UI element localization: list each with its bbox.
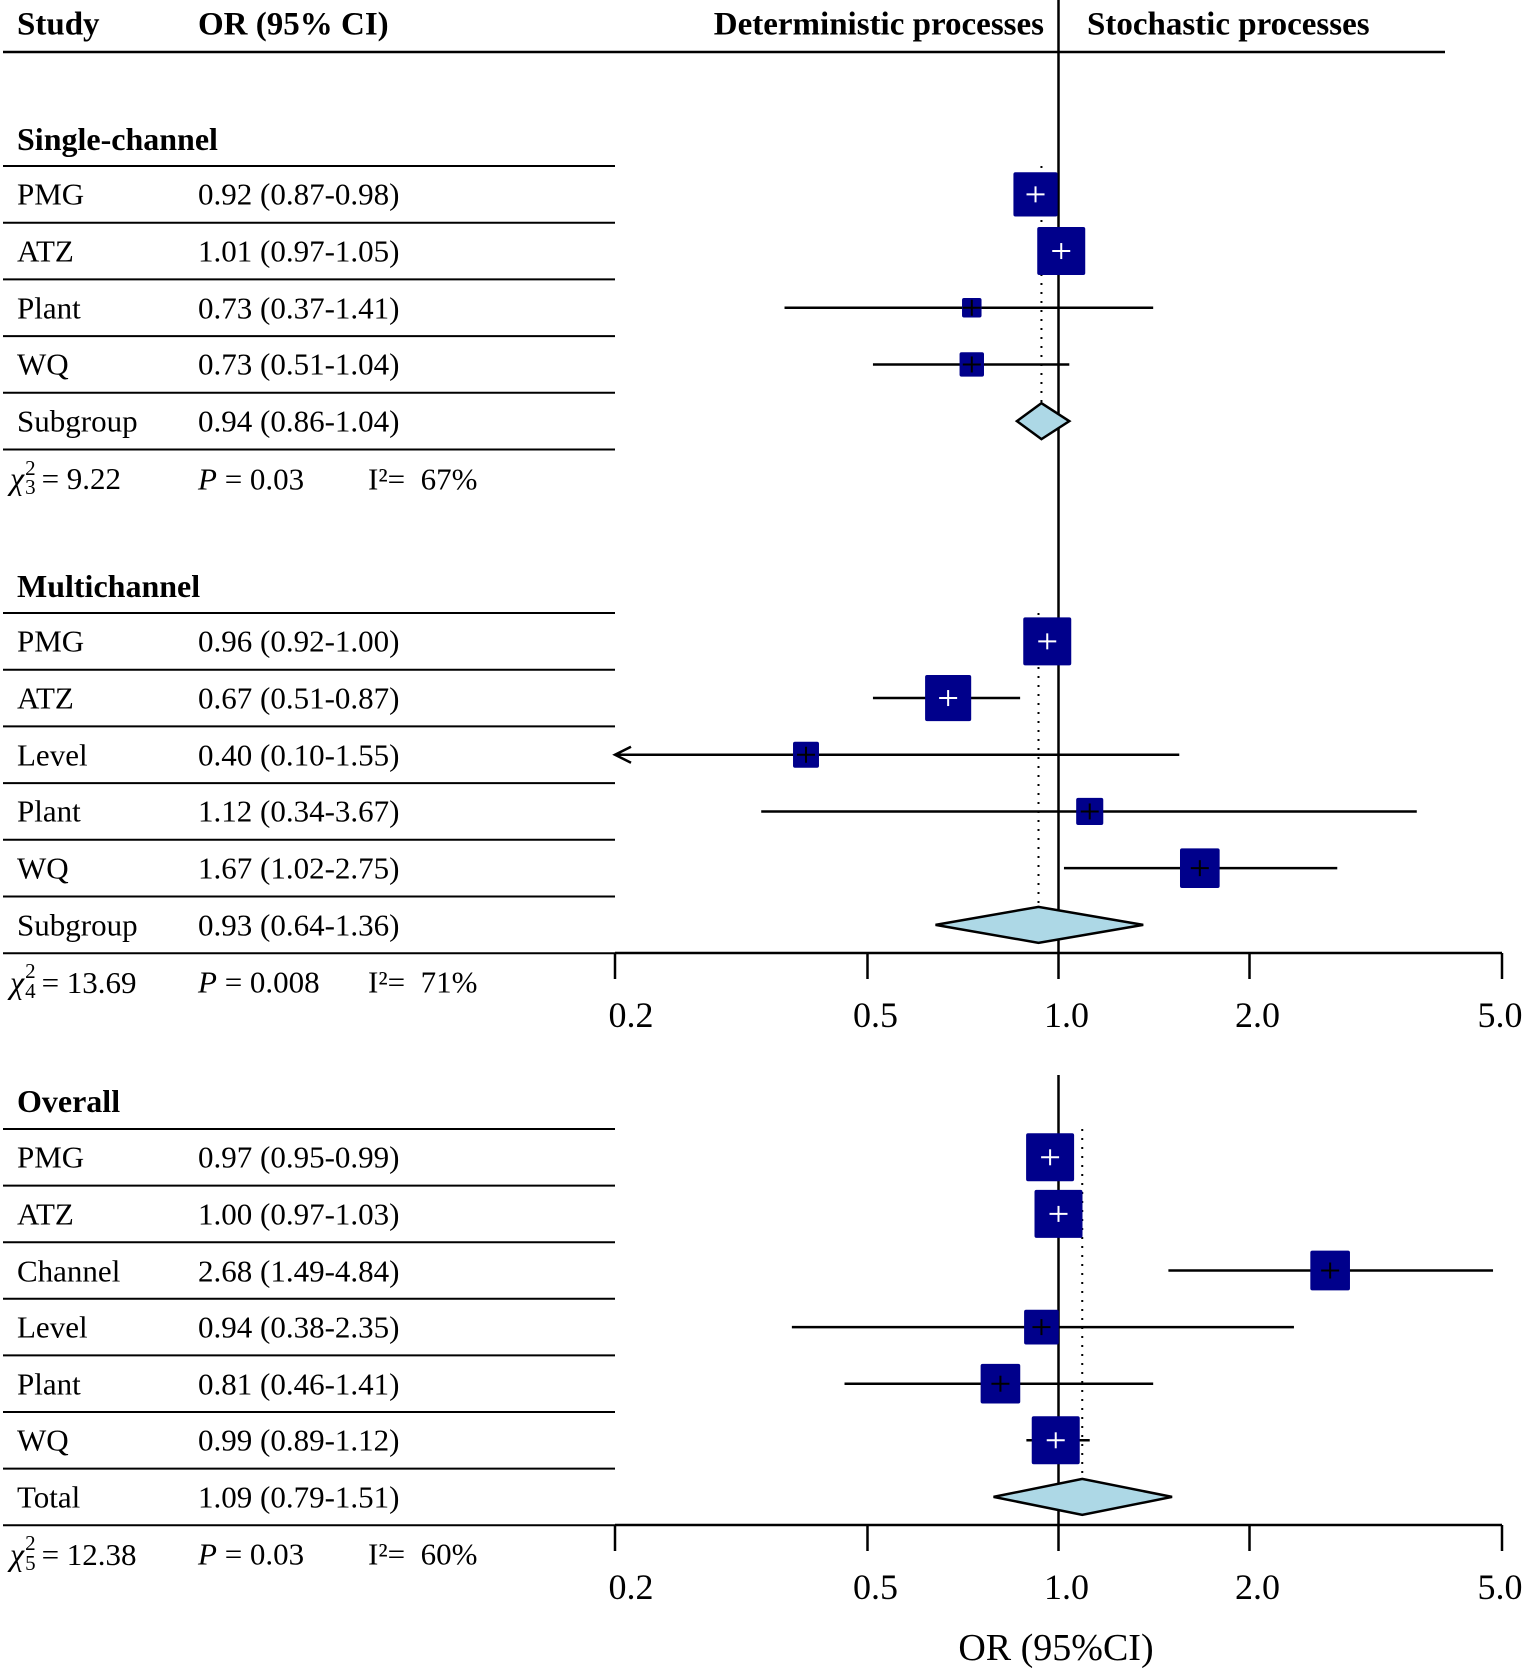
study-name: ATZ [17, 233, 74, 269]
summary-diamond [1014, 401, 1072, 441]
study-or-ci: 0.67 (0.51-0.87) [198, 680, 400, 716]
p-value-text: = 0.03 [224, 1536, 305, 1572]
study-name: PMG [17, 1139, 85, 1175]
x-tick-label: 0.2 [608, 1567, 654, 1607]
study-or-ci: 0.40 (0.10-1.55) [198, 737, 400, 773]
x-tick-label: 2.0 [1235, 995, 1280, 1035]
header-stochastic: Stochastic processes [1087, 6, 1370, 43]
summary-or-ci: 0.93 (0.64-1.36) [198, 907, 400, 943]
study-name: Plant [17, 793, 81, 829]
study-name: WQ [17, 850, 69, 886]
heterogeneity-stats: χ 2 3 = 9.22 [10, 455, 122, 500]
summary-or-ci: 1.09 (0.79-1.51) [198, 1479, 400, 1515]
header-study: Study [17, 6, 100, 43]
i2-value-text: 67% [420, 461, 478, 496]
chi-symbol: χ [10, 1536, 25, 1573]
study-or-ci: 0.73 (0.37-1.41) [198, 290, 400, 326]
header-or: OR (95% CI) [198, 6, 389, 43]
study-name: Channel [17, 1253, 121, 1288]
study-or-ci: 0.97 (0.95-0.99) [198, 1139, 400, 1175]
p-value-text: = 0.03 [224, 461, 305, 496]
study-or-ci: 0.99 (0.89-1.12) [198, 1422, 400, 1458]
study-or-ci: 0.96 (0.92-1.00) [198, 623, 400, 659]
p-label: P [198, 461, 217, 496]
ci-arrow-left [612, 745, 632, 764]
i2-value-text: 60% [420, 1536, 478, 1572]
study-name: Level [17, 1309, 88, 1345]
i2-value: I²= 60% [368, 1539, 477, 1570]
group-title: Single-channel [17, 121, 218, 157]
summary-label: Subgroup [17, 403, 138, 439]
chi-df: 5 [25, 1551, 36, 1576]
study-name: WQ [17, 1422, 69, 1458]
study-or-ci: 0.73 (0.51-1.04) [198, 346, 400, 382]
group-title: Multichannel [17, 568, 201, 604]
p-value: P = 0.03 [198, 1539, 304, 1570]
chi-value: = 9.22 [41, 461, 122, 496]
study-name: Level [17, 737, 88, 773]
summary-label: Total [17, 1479, 81, 1515]
i2-label: I²= [368, 964, 406, 1000]
x-tick-label: 0.5 [852, 995, 898, 1035]
study-name: PMG [17, 176, 85, 212]
study-or-ci: 1.67 (1.02-2.75) [198, 850, 400, 886]
group-title: Overall [17, 1083, 121, 1119]
study-name: Plant [17, 290, 81, 326]
x-tick-label: 1.0 [1044, 1567, 1089, 1607]
i2-label: I²= [368, 1536, 406, 1572]
study-or-ci: 1.12 (0.34-3.67) [198, 793, 400, 829]
x-tick-label: 2.0 [1235, 1567, 1280, 1607]
i2-label: I²= [368, 461, 406, 496]
summary-or-ci: 0.94 (0.86-1.04) [198, 403, 400, 439]
p-value-text: = 0.008 [224, 964, 320, 1000]
study-or-ci: 1.00 (0.97-1.03) [198, 1196, 400, 1232]
study-name: ATZ [17, 680, 74, 716]
summary-diamond [993, 1477, 1173, 1517]
header-deterministic: Deterministic processes [713, 6, 1044, 43]
chi-superscript: 2 [25, 1531, 36, 1556]
chi-symbol: χ [10, 964, 25, 1001]
x-axis-label: OR (95%CI) [958, 1627, 1154, 1669]
study-or-ci: 0.94 (0.38-2.35) [198, 1309, 400, 1345]
summary-label: Subgroup [17, 907, 138, 943]
chi-df: 3 [25, 475, 36, 500]
summary-diamond [935, 905, 1144, 945]
chi-df: 4 [25, 979, 36, 1004]
p-value: P = 0.008 [198, 967, 320, 998]
study-or-ci: 0.81 (0.46-1.41) [198, 1366, 400, 1402]
p-label: P [198, 964, 217, 1000]
i2-value-text: 71% [420, 964, 478, 1000]
x-tick-label: 0.2 [608, 995, 654, 1035]
study-or-ci: 2.68 (1.49-4.84) [198, 1253, 400, 1288]
x-tick-label: 5.0 [1477, 995, 1523, 1035]
study-name: Plant [17, 1366, 81, 1402]
chi-superscript: 2 [25, 959, 36, 984]
heterogeneity-stats: χ 2 4 = 13.69 [10, 959, 137, 1004]
x-tick-label: 5.0 [1477, 1567, 1523, 1607]
i2-value: I²= 71% [368, 967, 477, 998]
i2-value: I²= 67% [368, 463, 477, 494]
chi-value: = 13.69 [41, 964, 137, 1000]
study-name: PMG [17, 623, 85, 659]
p-label: P [198, 1536, 217, 1572]
x-tick-label: 0.5 [852, 1567, 898, 1607]
study-or-ci: 1.01 (0.97-1.05) [198, 233, 400, 269]
chi-superscript: 2 [25, 455, 36, 480]
p-value: P = 0.03 [198, 463, 304, 494]
study-name: WQ [17, 346, 69, 382]
study-or-ci: 0.92 (0.87-0.98) [198, 176, 400, 212]
heterogeneity-stats: χ 2 5 = 12.38 [10, 1531, 137, 1576]
x-tick-label: 1.0 [1044, 995, 1089, 1035]
study-name: ATZ [17, 1196, 74, 1232]
chi-symbol: χ [10, 460, 25, 497]
chi-value: = 12.38 [41, 1536, 137, 1572]
